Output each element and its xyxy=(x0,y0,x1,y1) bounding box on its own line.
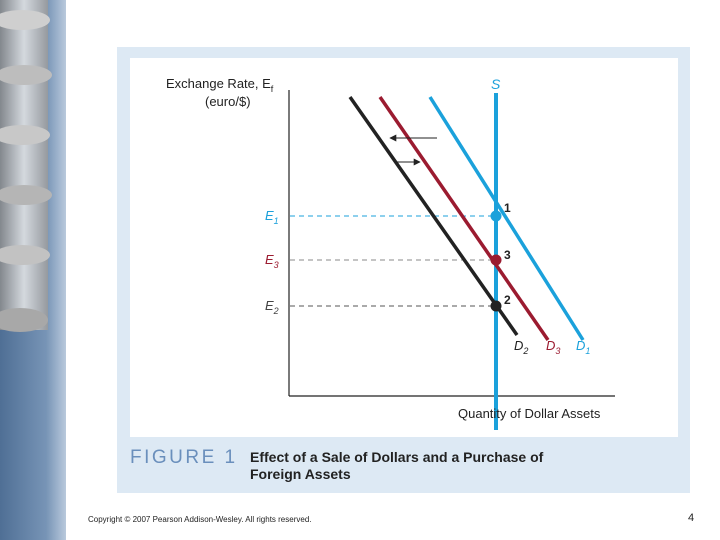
y-axis-label-main: Exchange Rate, E xyxy=(166,76,271,91)
point-label: 1 xyxy=(504,201,511,215)
level-sub: 1 xyxy=(274,216,279,226)
curve-label: D2 xyxy=(514,338,528,356)
level-letter: E xyxy=(265,298,274,313)
equilibrium-point xyxy=(490,300,502,312)
curve-letter: D xyxy=(546,338,555,353)
curve-letter: D xyxy=(576,338,585,353)
demand-curve-2 xyxy=(348,95,519,337)
graph-panel xyxy=(130,58,678,437)
level-letter: E xyxy=(265,208,274,223)
supply-label: S xyxy=(491,76,501,92)
curve-label: D1 xyxy=(576,338,590,356)
point-label: 3 xyxy=(504,248,511,262)
level-letter: E xyxy=(265,252,274,267)
coins xyxy=(0,0,52,332)
curve-letter: D xyxy=(514,338,523,353)
level-sub: 3 xyxy=(274,260,279,270)
x-axis-label: Quantity of Dollar Assets xyxy=(458,406,601,421)
copyright: Copyright © 2007 Pearson Addison-Wesley.… xyxy=(88,515,312,524)
page-number: 4 xyxy=(688,512,694,524)
y-axis-label-sub: f xyxy=(271,84,274,94)
curve-sub: 3 xyxy=(555,346,560,356)
figure-caption: Effect of a Sale of Dollars and a Purcha… xyxy=(250,449,544,465)
figure-caption: Foreign Assets xyxy=(250,466,351,482)
equilibrium-point xyxy=(490,254,502,266)
figure-label: FIGURE 1 xyxy=(130,447,238,468)
level-sub: 2 xyxy=(273,306,279,316)
y-axis-label: Exchange Rate, Ef xyxy=(166,76,274,94)
level-label: E1 xyxy=(265,208,279,226)
level-label: E3 xyxy=(265,252,279,270)
curve-sub: 2 xyxy=(522,346,528,356)
curve-sub: 1 xyxy=(585,346,590,356)
curve-label: D3 xyxy=(546,338,560,356)
level-label: E2 xyxy=(265,298,279,316)
y-axis-label-unit: (euro/$) xyxy=(205,94,251,109)
point-label: 2 xyxy=(504,293,511,307)
demand-curve-1 xyxy=(428,96,585,341)
equilibrium-point xyxy=(490,210,502,222)
